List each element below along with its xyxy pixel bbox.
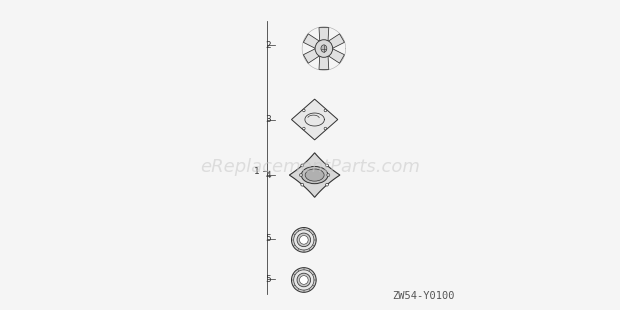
Circle shape [301, 183, 304, 186]
Circle shape [315, 40, 333, 57]
Text: 5: 5 [265, 234, 271, 243]
Polygon shape [319, 53, 329, 69]
Text: 2: 2 [265, 41, 271, 50]
Circle shape [291, 228, 316, 252]
Text: 1: 1 [254, 167, 259, 176]
Text: 3: 3 [265, 115, 271, 124]
Text: 5: 5 [265, 275, 271, 284]
Circle shape [324, 127, 327, 130]
Polygon shape [326, 34, 345, 50]
Circle shape [326, 164, 329, 167]
Circle shape [303, 127, 305, 130]
Ellipse shape [305, 169, 324, 181]
Polygon shape [303, 34, 322, 50]
Text: 4: 4 [265, 170, 271, 179]
Circle shape [326, 183, 329, 186]
Polygon shape [290, 153, 340, 197]
Polygon shape [326, 47, 345, 63]
Circle shape [294, 270, 314, 290]
Circle shape [297, 233, 311, 247]
Text: ZW54-Y0100: ZW54-Y0100 [392, 291, 455, 301]
Circle shape [327, 174, 330, 177]
Polygon shape [319, 28, 329, 44]
Circle shape [299, 236, 308, 244]
Polygon shape [291, 99, 338, 140]
Circle shape [294, 230, 314, 250]
Circle shape [324, 109, 327, 112]
Ellipse shape [321, 45, 327, 52]
Text: eReplacementParts.com: eReplacementParts.com [200, 158, 420, 176]
Circle shape [299, 174, 303, 177]
Ellipse shape [301, 166, 328, 184]
Circle shape [303, 109, 305, 112]
Circle shape [297, 273, 311, 287]
Circle shape [299, 276, 308, 284]
Polygon shape [303, 47, 322, 63]
Circle shape [301, 164, 304, 167]
Circle shape [291, 268, 316, 292]
